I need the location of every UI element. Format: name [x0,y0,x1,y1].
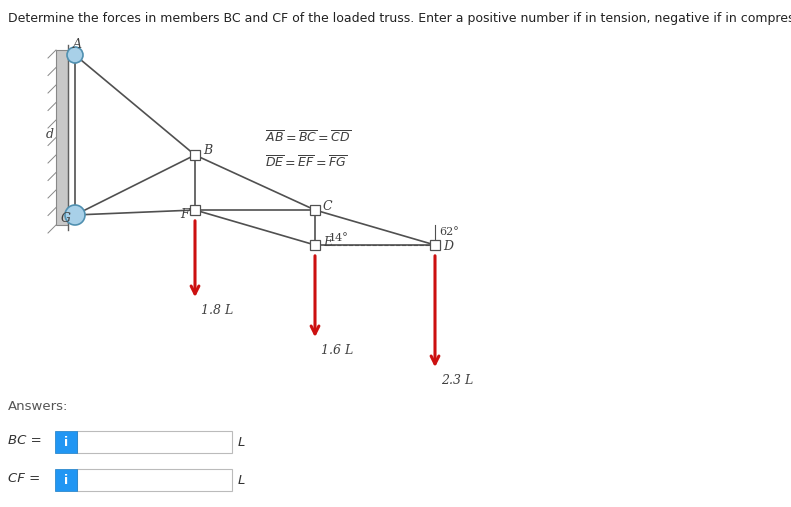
Bar [55,431,77,453]
Bar [77,431,232,453]
Text: C: C [323,199,333,212]
Bar [56,50,68,225]
Text: A: A [73,39,82,52]
Bar [190,150,200,160]
Text: $\overline{AB}=\overline{BC}=\overline{CD}$: $\overline{AB}=\overline{BC}=\overline{C… [265,130,351,146]
Text: 14°: 14° [329,233,349,243]
Bar [430,240,440,250]
Text: 1.6 L: 1.6 L [321,344,354,357]
Text: L: L [238,474,245,487]
Text: 1.8 L: 1.8 L [201,304,233,317]
Text: L: L [238,436,245,449]
Text: 62°: 62° [439,227,459,237]
Text: i: i [64,436,68,449]
Text: $\overline{DE}=\overline{EF}=\overline{FG}$: $\overline{DE}=\overline{EF}=\overline{F… [265,155,347,170]
Circle shape [67,47,83,63]
Text: i: i [64,474,68,487]
Text: G: G [61,212,71,226]
Bar [77,469,232,491]
Bar [55,469,77,491]
Text: d: d [46,128,54,141]
Text: 2.3 L: 2.3 L [441,374,473,387]
Bar [310,205,320,215]
Text: D: D [443,240,453,254]
Bar [310,240,320,250]
Text: E: E [323,235,332,248]
Text: BC =: BC = [8,433,42,447]
Text: F: F [180,207,188,221]
Text: Determine the forces in members BC and CF of the loaded truss. Enter a positive : Determine the forces in members BC and C… [8,12,791,25]
Text: Answers:: Answers: [8,400,68,413]
Circle shape [65,205,85,225]
Text: CF =: CF = [8,472,40,485]
Text: B: B [203,144,212,158]
Bar [190,205,200,215]
